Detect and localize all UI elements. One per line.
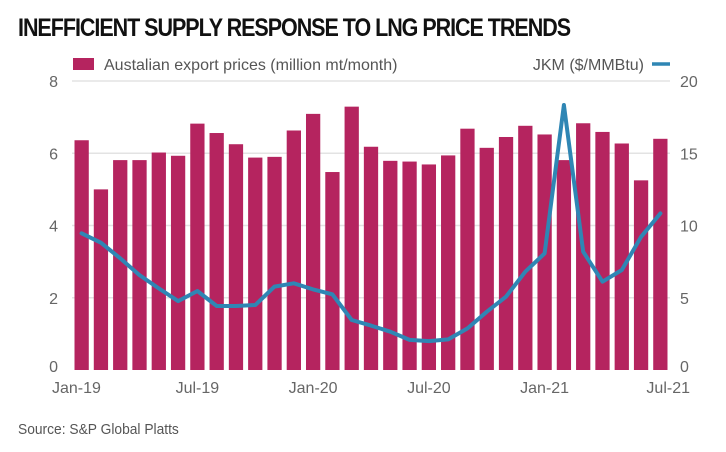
line-series xyxy=(79,103,663,344)
bar xyxy=(74,140,89,370)
right-tick-label: 10 xyxy=(680,219,698,236)
bar xyxy=(633,180,649,370)
left-axis: 0 2 4 6 8 xyxy=(49,74,58,376)
left-tick-label: 8 xyxy=(49,74,58,91)
bar xyxy=(383,160,398,370)
x-tick-label: Jul-20 xyxy=(407,380,451,397)
bar-series xyxy=(74,106,668,371)
bar xyxy=(518,125,533,370)
right-axis: 0 5 10 15 20 xyxy=(680,74,698,376)
bar xyxy=(363,146,379,370)
right-tick-label: 15 xyxy=(680,146,698,163)
bar xyxy=(421,164,437,370)
bar xyxy=(267,156,282,370)
bar xyxy=(93,189,109,370)
bar xyxy=(402,161,417,370)
bar xyxy=(460,128,475,370)
x-tick-label: Jul-19 xyxy=(176,380,220,397)
left-tick-label: 6 xyxy=(49,146,58,163)
bar xyxy=(113,160,128,370)
left-tick-label: 0 xyxy=(49,359,58,376)
bar xyxy=(344,106,359,371)
bar xyxy=(286,130,301,370)
x-tick-label: Jan-21 xyxy=(520,380,569,397)
x-axis: Jan-19 Jul-19 Jan-20 Jul-20 Jan-21 Jul-21 xyxy=(52,380,690,397)
bar xyxy=(653,138,668,370)
bar xyxy=(614,143,629,370)
bar xyxy=(498,136,514,370)
x-tick-label: Jan-20 xyxy=(289,380,338,397)
bar xyxy=(170,155,186,370)
source-note: Source: S&P Global Platts xyxy=(18,421,179,438)
right-tick-label: 0 xyxy=(680,359,689,376)
left-tick-label: 2 xyxy=(49,291,58,308)
x-tick-label: Jul-21 xyxy=(646,380,690,397)
bar xyxy=(190,123,205,370)
right-tick-label: 20 xyxy=(680,74,698,91)
bar xyxy=(151,152,166,370)
legend: Austalian export prices (million mt/mont… xyxy=(73,57,670,74)
bar xyxy=(305,113,321,370)
left-tick-label: 4 xyxy=(49,219,58,236)
right-tick-label: 5 xyxy=(680,291,689,308)
x-tick-label: Jan-19 xyxy=(52,380,101,397)
bar xyxy=(325,172,340,370)
chart-title: INEFFICIENT SUPPLY RESPONSE TO LNG PRICE… xyxy=(18,14,571,42)
bar xyxy=(556,160,572,370)
bar xyxy=(441,155,456,370)
legend-bar-swatch xyxy=(73,58,94,70)
legend-line-label: JKM ($/MMBtu) xyxy=(533,57,644,74)
bar xyxy=(595,131,610,370)
legend-bar-label: Austalian export prices (million mt/mont… xyxy=(104,57,397,74)
bar xyxy=(132,160,147,370)
bar xyxy=(209,133,224,370)
bar xyxy=(479,147,494,370)
bar xyxy=(228,144,244,370)
bar xyxy=(248,157,263,370)
